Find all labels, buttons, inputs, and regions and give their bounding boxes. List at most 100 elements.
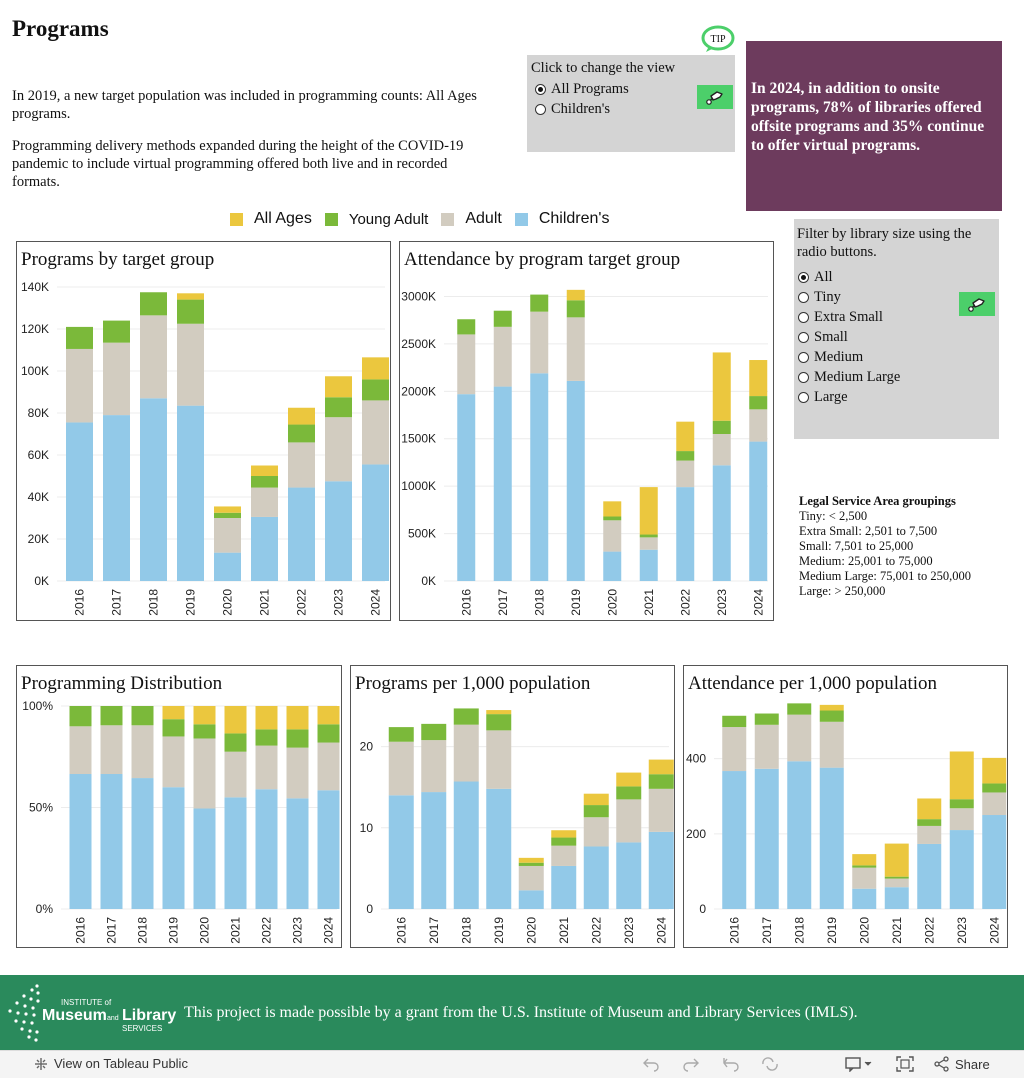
revert-button[interactable] (722, 1056, 740, 1072)
radio-icon[interactable] (535, 84, 546, 95)
bar-segment[interactable] (676, 460, 695, 488)
bar-segment[interactable] (162, 719, 185, 737)
bar-segment[interactable] (251, 465, 278, 477)
bar-segment[interactable] (530, 311, 549, 374)
radio-icon[interactable] (535, 104, 546, 115)
bar-segment[interactable] (616, 786, 642, 800)
bar-segment[interactable] (288, 442, 315, 488)
bar-segment[interactable] (852, 888, 877, 909)
bar-segment[interactable] (982, 792, 1007, 816)
bar-segment[interactable] (251, 516, 278, 581)
fullscreen-button[interactable] (896, 1056, 914, 1072)
bar-segment[interactable] (493, 326, 512, 387)
bar-segment[interactable] (286, 706, 309, 730)
size-option-medium-large[interactable]: Medium Large (798, 369, 900, 386)
bar-segment[interactable] (754, 724, 779, 769)
bar-segment[interactable] (982, 815, 1007, 909)
bar-segment[interactable] (518, 890, 544, 909)
bar-segment[interactable] (317, 790, 340, 909)
bar-segment[interactable] (224, 706, 247, 734)
bar-segment[interactable] (566, 289, 585, 301)
bar-segment[interactable] (66, 422, 93, 581)
bar-segment[interactable] (177, 405, 204, 581)
bar-segment[interactable] (787, 714, 812, 762)
bar-segment[interactable] (884, 878, 909, 888)
bar-segment[interactable] (251, 487, 278, 517)
bar-segment[interactable] (177, 323, 204, 406)
bar-segment[interactable] (362, 357, 389, 380)
bar-segment[interactable] (616, 772, 642, 787)
bar-segment[interactable] (982, 783, 1007, 793)
bar-segment[interactable] (214, 552, 241, 581)
bar-segment[interactable] (518, 857, 544, 863)
bar-segment[interactable] (819, 721, 844, 768)
bar-segment[interactable] (819, 767, 844, 909)
bar-segment[interactable] (616, 842, 642, 909)
bar-segment[interactable] (722, 727, 747, 772)
view-pointer-button[interactable] (697, 85, 733, 109)
bar-segment[interactable] (949, 808, 974, 831)
bar-segment[interactable] (140, 292, 167, 316)
bar-segment[interactable] (583, 805, 609, 818)
bar-segment[interactable] (214, 512, 241, 518)
bar-segment[interactable] (787, 703, 812, 715)
bar-segment[interactable] (421, 723, 447, 741)
bar-segment[interactable] (286, 747, 309, 799)
bar-segment[interactable] (103, 320, 130, 343)
bar-segment[interactable] (388, 741, 414, 796)
bar-segment[interactable] (486, 710, 512, 715)
bar-segment[interactable] (884, 843, 909, 877)
radio-icon[interactable] (798, 392, 809, 403)
bar-segment[interactable] (325, 397, 352, 418)
bar-segment[interactable] (603, 520, 622, 552)
bar-segment[interactable] (255, 706, 278, 730)
size-option-tiny[interactable]: Tiny (798, 289, 841, 306)
legend-item-all-ages[interactable]: All Ages (230, 210, 312, 228)
bar-segment[interactable] (286, 798, 309, 909)
bar-segment[interactable] (325, 376, 352, 398)
bar-segment[interactable] (754, 713, 779, 725)
bar-segment[interactable] (255, 745, 278, 790)
bar-segment[interactable] (676, 487, 695, 581)
bar-segment[interactable] (100, 774, 123, 909)
radio-icon[interactable] (798, 352, 809, 363)
bar-segment[interactable] (66, 326, 93, 349)
bar-segment[interactable] (493, 310, 512, 327)
size-pointer-button[interactable] (959, 292, 995, 316)
bar-segment[interactable] (884, 887, 909, 909)
bar-segment[interactable] (712, 434, 731, 466)
bar-segment[interactable] (530, 294, 549, 312)
bar-segment[interactable] (288, 424, 315, 443)
radio-icon[interactable] (798, 332, 809, 343)
bar-segment[interactable] (551, 830, 577, 838)
bar-segment[interactable] (177, 299, 204, 324)
bar-segment[interactable] (917, 819, 942, 826)
bar-segment[interactable] (530, 373, 549, 581)
bar-segment[interactable] (639, 537, 658, 550)
size-option-extra-small[interactable]: Extra Small (798, 309, 883, 326)
bar-segment[interactable] (852, 865, 877, 868)
bar-segment[interactable] (749, 441, 768, 581)
bar-segment[interactable] (722, 771, 747, 909)
bar-segment[interactable] (388, 795, 414, 909)
bar-segment[interactable] (518, 865, 544, 891)
bar-segment[interactable] (603, 551, 622, 581)
bar-segment[interactable] (453, 708, 479, 725)
undo-button[interactable] (642, 1056, 660, 1072)
bar-segment[interactable] (193, 706, 216, 725)
bar-segment[interactable] (100, 706, 123, 726)
bar-segment[interactable] (457, 334, 476, 395)
bar-segment[interactable] (288, 487, 315, 581)
bar-segment[interactable] (583, 846, 609, 909)
bar-segment[interactable] (317, 742, 340, 791)
bar-segment[interactable] (362, 400, 389, 465)
bar-segment[interactable] (648, 831, 674, 909)
bar-segment[interactable] (676, 421, 695, 452)
bar-segment[interactable] (325, 417, 352, 482)
bar-segment[interactable] (288, 407, 315, 425)
bar-segment[interactable] (388, 727, 414, 742)
bar-segment[interactable] (325, 481, 352, 581)
bar-segment[interactable] (616, 799, 642, 843)
bar-segment[interactable] (224, 751, 247, 798)
bar-segment[interactable] (457, 394, 476, 581)
